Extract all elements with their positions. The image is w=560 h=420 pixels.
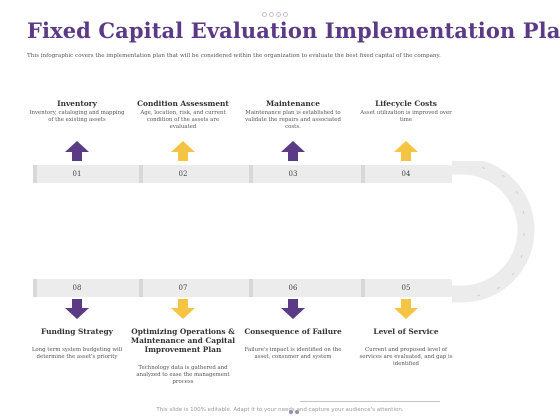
arrow-down-icon [171,299,195,319]
bar-segment-cap [139,165,143,183]
dot-icon [262,12,267,17]
step-description: Age, location, risk, and current conditi… [140,110,226,131]
step-description: Long term system budgeting will determin… [31,347,123,361]
arrow-down-icon [281,299,305,319]
step-heading: Maintenance [265,99,320,108]
bar-segment-cap [249,279,253,297]
step-number: 06 [288,284,298,292]
step-heading: Consequence of Failure [244,327,342,336]
arrow-up-icon [65,141,89,161]
dot-icon [289,410,293,414]
bar-segment-cap [33,165,37,183]
step-description: Inventory, cataloging and mapping of the… [29,110,125,124]
bar-segment-cap [361,165,365,183]
step-heading: Lifecycle Costs [375,99,437,108]
step-number: 08 [72,284,82,292]
step-number: 01 [72,170,82,178]
step-description: Failure's impact is identified on the as… [244,347,342,361]
step-description: Technology data is gathered and analyzed… [136,365,230,386]
page-title: Fixed Capital Evaluation Implementation … [27,18,560,43]
step-number: 02 [178,170,188,178]
dot-icon [269,12,274,17]
step-heading: Inventory [57,99,97,108]
arrow-up-icon [394,141,418,161]
bar-segment-cap [139,279,143,297]
dot-icon [276,12,281,17]
step-description: Maintenance plan is established to valid… [245,110,341,131]
bar-segment-cap [33,279,37,297]
arrow-up-icon [281,141,305,161]
top-pagination-dots [262,2,298,17]
dot-icon [283,12,288,17]
step-heading: Condition Assessment [137,99,229,108]
step-number: 07 [178,284,188,292]
step-heading: Level of Service [373,327,439,336]
step-number: 04 [401,170,411,178]
arrow-down-icon [65,299,89,319]
bottom-pagination-dots [289,399,301,414]
bar-segment-cap [249,165,253,183]
arrow-down-icon [394,299,418,319]
step-heading: Funding Strategy [41,327,113,336]
step-number: 03 [288,170,298,178]
step-number: 05 [401,284,411,292]
curve-connector-icon [452,161,535,303]
bottom-divider [300,401,440,402]
bar-segment-cap [361,279,365,297]
step-description: Asset utilization is improved over time [360,110,452,124]
step-description: Current and proposed level of services a… [359,347,453,368]
arrow-up-icon [171,141,195,161]
dot-icon [295,410,299,414]
footer-note: This slide is 100% editable. Adapt it to… [156,407,404,413]
step-heading: Optimizing Operations & Maintenance and … [130,327,236,354]
page-subtitle: This infographic covers the implementati… [27,53,441,59]
